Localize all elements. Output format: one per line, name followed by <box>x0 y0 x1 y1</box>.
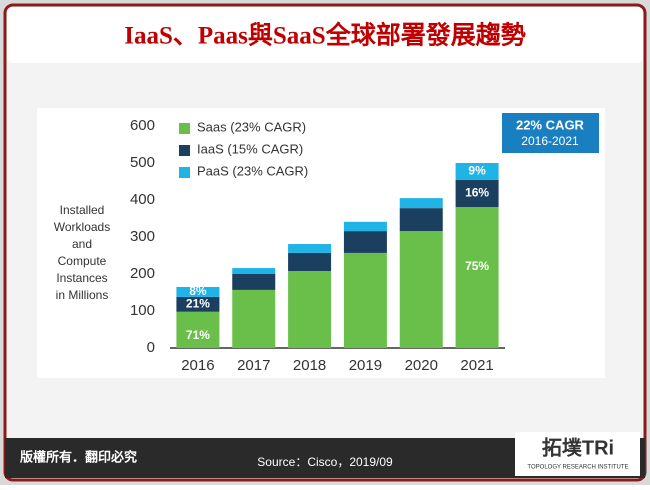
logo-box <box>515 432 640 476</box>
annotation-text: 22% CAGR <box>516 117 585 132</box>
y-axis-label: Installed <box>60 203 105 217</box>
bar-segment <box>288 271 332 348</box>
legend-label: Saas (23% CAGR) <box>197 119 306 134</box>
bar-segment <box>232 268 276 274</box>
x-tick-label: 2021 <box>460 357 493 374</box>
y-axis-label: Instances <box>56 271 107 285</box>
bar-segment <box>399 208 443 232</box>
y-axis-label: Workloads <box>54 220 110 234</box>
share-label: 8% <box>189 284 207 298</box>
bar-segment <box>176 296 220 312</box>
y-axis-label: and <box>72 237 92 251</box>
legend-swatch <box>179 145 190 156</box>
x-tick-label: 2017 <box>237 357 270 374</box>
x-tick-label: 2019 <box>349 357 382 374</box>
bar-segment <box>288 252 332 272</box>
bar-segment <box>232 289 276 348</box>
x-tick-label: 2018 <box>293 357 326 374</box>
chart: 0 100 200 300 400 500 600 Installed Workloads and… <box>54 113 599 374</box>
logo-subtitle: TOPOLOGY RESEARCH INSTITUTE <box>527 465 628 471</box>
bar-segment <box>343 252 387 348</box>
bar-segment <box>343 221 387 232</box>
y-tick-label: 500 <box>130 154 155 171</box>
bar-segment <box>399 231 443 348</box>
slide-title: IaaS、Paas與SaaS全球部署發展趨勢 <box>124 21 525 50</box>
bar-segment <box>288 244 332 253</box>
title-band <box>7 7 643 63</box>
share-label: 16% <box>465 186 489 200</box>
y-axis-label: in Millions <box>56 288 109 302</box>
bar-segment <box>343 231 387 253</box>
share-label: 71% <box>186 328 210 342</box>
bar-segment <box>455 207 499 348</box>
logo-name: 拓墣TRi <box>542 436 614 459</box>
y-tick-label: 600 <box>130 117 155 134</box>
share-label: 9% <box>468 164 486 178</box>
annotation-box <box>502 113 599 153</box>
copyright: 版權所有．翻印必究 <box>20 449 137 464</box>
y-axis-label: Compute <box>58 254 107 268</box>
legend-swatch <box>179 167 190 178</box>
annotation-text: 2016-2021 <box>521 134 579 148</box>
bar-segment <box>399 198 443 209</box>
bar-segment <box>176 286 220 297</box>
y-tick-label: 300 <box>130 228 155 245</box>
legend-label: PaaS (23% CAGR) <box>197 163 308 178</box>
legend-swatch <box>179 123 190 134</box>
bar-segment <box>455 180 499 208</box>
bar-segment <box>176 311 220 348</box>
bar-segment <box>455 163 499 181</box>
y-tick-label: 400 <box>130 191 155 208</box>
bar-segment <box>232 274 276 290</box>
share-label: 75% <box>465 259 489 273</box>
x-tick-label: 2016 <box>181 357 214 374</box>
legend-label: IaaS (15% CAGR) <box>197 141 303 156</box>
y-tick-label: 0 <box>147 339 155 356</box>
y-tick-label: 200 <box>130 265 155 282</box>
share-label: 21% <box>186 297 210 311</box>
x-tick-label: 2020 <box>405 357 438 374</box>
source: Source：Cisco，2019/09 <box>257 455 393 469</box>
y-tick-label: 100 <box>130 302 155 319</box>
